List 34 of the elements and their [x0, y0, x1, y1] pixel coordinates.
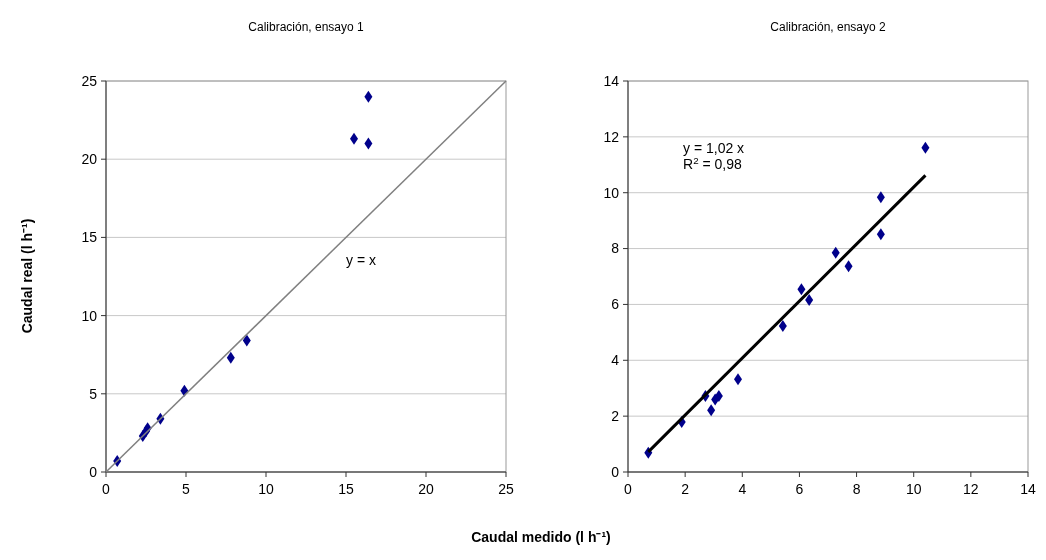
y-tick-label: 14: [603, 72, 620, 89]
y-tick-label: 4: [611, 352, 620, 369]
y-tick-label: 20: [81, 151, 98, 168]
x-tick-label: 15: [338, 481, 354, 497]
chart-title: Calibración, ensayo 2: [770, 20, 887, 34]
y-axis-title: Caudal real (l h⁻¹): [19, 218, 35, 334]
y-tick-label: 12: [603, 128, 620, 145]
x-tick-label: 10: [258, 481, 274, 497]
x-tick-label: 14: [1020, 481, 1036, 497]
x-tick-label: 8: [852, 481, 861, 497]
y-tick-label: 5: [89, 385, 98, 402]
y-tick-label: 0: [89, 463, 98, 480]
y-tick-label: 10: [603, 184, 620, 201]
chart-title: Calibración, ensayo 1: [248, 20, 365, 34]
x-tick-label: 6: [795, 481, 804, 497]
y-tick-label: 2: [611, 408, 620, 425]
x-tick-label: 5: [182, 481, 191, 497]
y-tick-label: 0: [611, 463, 620, 480]
x-tick-label: 0: [624, 481, 633, 497]
y-tick-label: 10: [81, 307, 98, 324]
annotation: y = x: [346, 251, 376, 268]
y-tick-label: 15: [81, 229, 98, 246]
x-tick-label: 20: [418, 481, 434, 497]
y-tick-label: 6: [611, 296, 620, 313]
annotation: y = 1,02 x: [683, 140, 745, 156]
x-tick-label: 4: [738, 481, 747, 497]
y-tick-label: 25: [81, 72, 98, 89]
x-axis-title: Caudal medido (l h⁻¹): [471, 529, 611, 545]
x-tick-label: 25: [498, 481, 514, 497]
x-tick-label: 10: [905, 481, 922, 497]
x-tick-label: 2: [681, 481, 690, 497]
y-tick-label: 8: [611, 240, 620, 257]
x-tick-label: 12: [963, 481, 979, 497]
x-tick-label: 0: [102, 481, 111, 497]
